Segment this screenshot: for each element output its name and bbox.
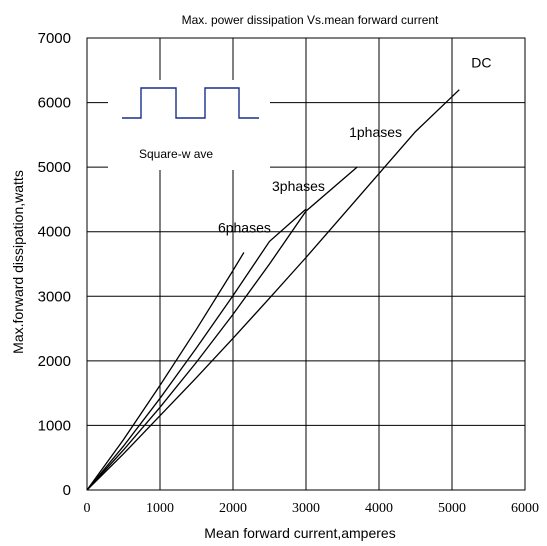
series-label-dc: DC xyxy=(471,55,491,71)
x-tick-label: 3000 xyxy=(292,501,320,516)
y-tick-label: 1000 xyxy=(38,417,71,434)
x-axis-label: Mean forward current,amperes xyxy=(204,525,395,541)
y-tick-label: 5000 xyxy=(38,159,71,176)
inset-background xyxy=(108,80,270,170)
y-tick-label: 3000 xyxy=(38,288,71,305)
series-label-3phases: 3phases xyxy=(272,178,325,194)
x-tick-labels: 0 1000 2000 3000 4000 5000 6000 xyxy=(84,501,540,516)
series-label-6phases: 6phases xyxy=(218,219,271,235)
series-labels: DC 1phases 3phases 6phases xyxy=(218,55,492,236)
x-tick-label: 5000 xyxy=(438,501,466,516)
series-line-1phases xyxy=(86,166,358,491)
y-tick-label: 2000 xyxy=(38,353,71,370)
square-wave-icon xyxy=(122,87,259,119)
chart-title: Max. power dissipation Vs.mean forward c… xyxy=(182,13,439,27)
x-tick-label: 1000 xyxy=(146,501,174,516)
x-tick-label: 2000 xyxy=(219,501,247,516)
series-line-3phases xyxy=(86,208,307,491)
y-axis-label: Max.forward dissipation,watts xyxy=(10,170,26,354)
series-line-dc xyxy=(86,89,460,491)
y-tick-label: 0 xyxy=(63,482,71,499)
inset-label: Square-w ave xyxy=(139,147,213,161)
y-tick-labels: 0 1000 2000 3000 4000 5000 6000 7000 xyxy=(38,30,71,499)
y-tick-label: 6000 xyxy=(38,95,71,112)
series-lines xyxy=(86,89,460,491)
y-tick-label: 7000 xyxy=(38,30,71,47)
x-tick-label: 4000 xyxy=(365,501,393,516)
x-tick-label: 6000 xyxy=(511,501,539,516)
plot-frame xyxy=(86,37,526,491)
y-tick-label: 4000 xyxy=(38,224,71,241)
x-tick-label: 0 xyxy=(84,501,91,516)
series-label-1phases: 1phases xyxy=(349,124,402,140)
series-line-6phases xyxy=(86,252,245,491)
